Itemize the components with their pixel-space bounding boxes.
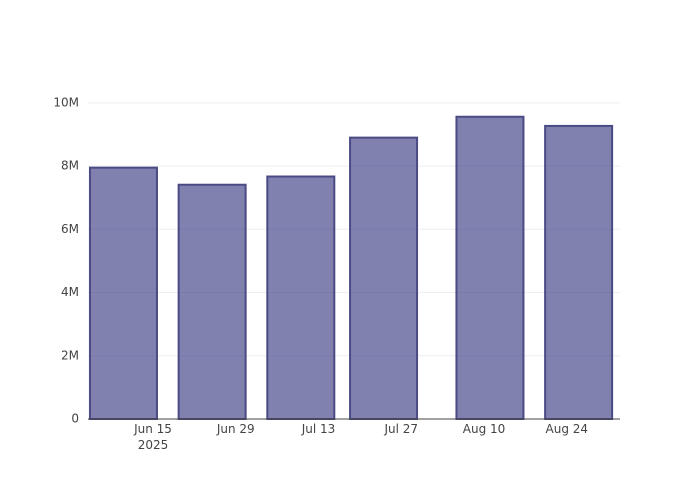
bar: [455, 115, 525, 420]
y-tick-label: 4M: [61, 285, 79, 299]
bar: [177, 183, 247, 420]
bar: [349, 136, 419, 420]
y-tick-label: 10M: [53, 95, 79, 109]
x-tick-label: Aug 24: [545, 422, 589, 436]
x-tick-label: Jul 27: [384, 422, 419, 436]
bar: [266, 175, 336, 420]
x-tick-label: Jul 13: [301, 422, 336, 436]
x-tick-label: Aug 10: [462, 422, 506, 436]
x-tick-label: Jun 29: [216, 422, 255, 436]
y-tick-label: 2M: [61, 348, 79, 362]
x-tick-label: Jun 15 2025: [134, 422, 172, 452]
y-tick-label: 0: [71, 412, 79, 426]
bar: [544, 124, 614, 420]
y-tick-label: 8M: [61, 159, 79, 173]
bar: [88, 166, 158, 420]
y-tick-label: 6M: [61, 222, 79, 236]
